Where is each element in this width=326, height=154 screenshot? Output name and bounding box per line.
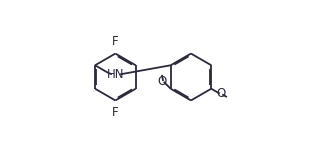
- Text: HN: HN: [107, 68, 125, 81]
- Text: O: O: [216, 87, 226, 100]
- Text: O: O: [157, 75, 167, 88]
- Text: F: F: [112, 106, 119, 120]
- Text: F: F: [112, 34, 119, 48]
